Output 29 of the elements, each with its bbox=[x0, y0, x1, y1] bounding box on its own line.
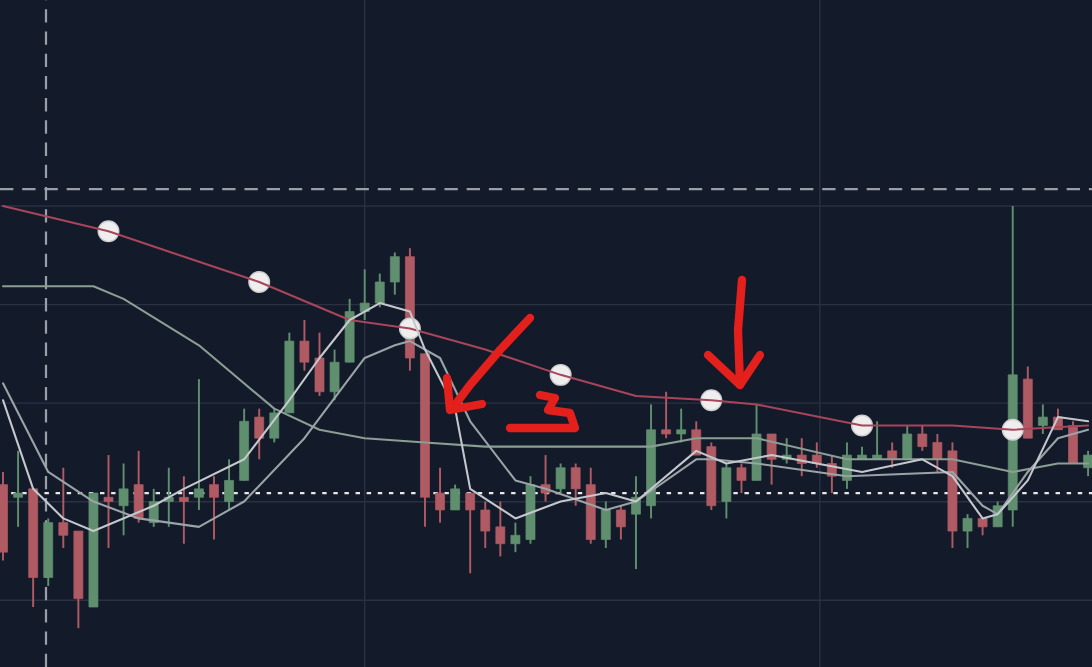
candlestick bbox=[616, 504, 626, 541]
candlestick bbox=[510, 521, 521, 554]
candlestick bbox=[736, 462, 747, 495]
candlestick bbox=[178, 475, 189, 545]
candlestick bbox=[1083, 449, 1092, 478]
candlestick bbox=[13, 449, 23, 528]
candlestick bbox=[450, 483, 460, 511]
candlestick bbox=[917, 424, 928, 452]
candlestick bbox=[299, 319, 310, 372]
candlestick bbox=[465, 492, 476, 575]
candlestick bbox=[932, 433, 943, 473]
candlestick bbox=[194, 378, 204, 511]
candlestick bbox=[359, 268, 370, 321]
candlestick bbox=[661, 390, 671, 440]
candlestick bbox=[570, 462, 581, 507]
candlestick bbox=[435, 466, 445, 524]
candlestick bbox=[209, 475, 219, 541]
candlestick bbox=[555, 462, 566, 495]
candlestick bbox=[480, 500, 491, 549]
candlestick bbox=[1038, 403, 1048, 435]
candlestick bbox=[103, 454, 114, 549]
candlestick bbox=[495, 500, 506, 558]
candlestick bbox=[118, 462, 129, 537]
candlestick bbox=[887, 441, 898, 469]
candlestick bbox=[254, 407, 265, 461]
candlestick bbox=[374, 272, 385, 309]
candlestick bbox=[58, 466, 69, 549]
candlestick bbox=[224, 458, 234, 511]
candlestick bbox=[962, 513, 973, 549]
